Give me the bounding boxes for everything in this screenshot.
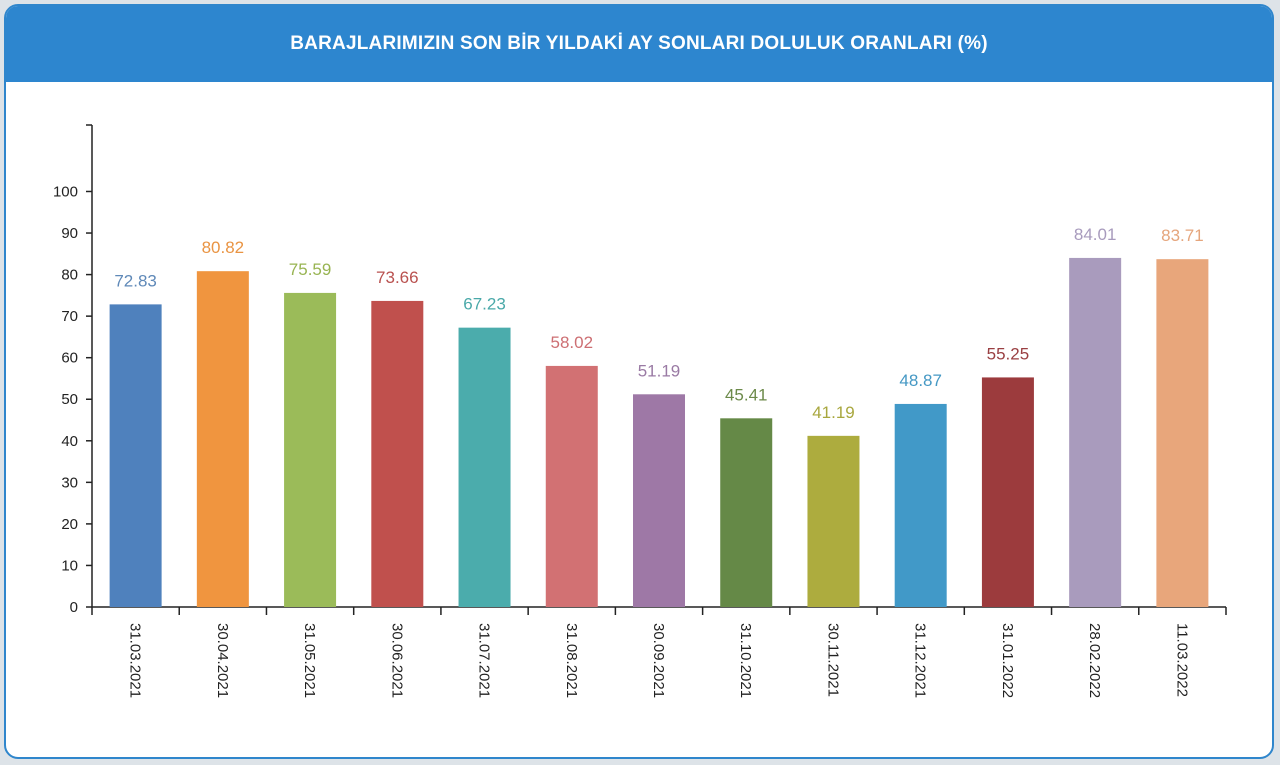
data-label: 58.02 [550, 333, 593, 352]
chart-title: BARAJLARIMIZIN SON BİR YILDAKİ AY SONLAR… [290, 33, 988, 54]
bar [720, 418, 773, 607]
bar [807, 435, 860, 607]
y-tick-label: 30 [61, 474, 78, 491]
y-tick-label: 60 [61, 350, 78, 367]
x-tick-label: 30.06.2021 [388, 623, 405, 698]
y-tick-label: 20 [61, 516, 78, 533]
y-tick-label: 80 [61, 267, 78, 284]
x-tick-label: 31.12.2021 [912, 623, 929, 698]
x-tick-label: 31.07.2021 [476, 623, 493, 698]
x-tick-label: 31.08.2021 [563, 623, 580, 698]
y-tick-label: 100 [53, 183, 78, 200]
data-label: 41.19 [812, 403, 855, 422]
data-label: 75.59 [289, 260, 332, 279]
data-label: 67.23 [463, 295, 506, 314]
x-tick-label: 31.10.2021 [737, 623, 754, 698]
bar [109, 304, 162, 607]
data-label: 51.19 [638, 361, 681, 380]
y-tick-label: 50 [61, 391, 78, 408]
bar [894, 403, 947, 607]
x-tick-label: 30.11.2021 [824, 623, 841, 697]
y-tick-label: 70 [61, 308, 78, 325]
data-label: 72.83 [114, 271, 157, 290]
bar [545, 365, 598, 607]
data-label: 55.25 [987, 344, 1030, 363]
card-header: BARAJLARIMIZIN SON BİR YILDAKİ AY SONLAR… [6, 6, 1272, 82]
y-tick-label: 90 [61, 225, 78, 242]
data-label: 80.82 [202, 238, 245, 257]
x-tick-label: 30.04.2021 [214, 623, 231, 698]
y-tick-label: 40 [61, 433, 78, 450]
bar [371, 300, 424, 607]
bar [196, 271, 249, 607]
x-tick-label: 11.03.2022 [1173, 623, 1190, 697]
y-tick-label: 10 [61, 557, 78, 574]
data-label: 84.01 [1074, 225, 1117, 244]
x-tick-label: 28.02.2022 [1086, 623, 1103, 698]
data-label: 83.71 [1161, 226, 1204, 245]
x-tick-label: 31.03.2021 [127, 623, 144, 698]
x-tick-label: 31.01.2022 [999, 623, 1016, 698]
bar [1069, 257, 1122, 607]
data-label: 48.87 [899, 371, 942, 390]
data-label: 73.66 [376, 268, 419, 287]
bar [284, 292, 337, 607]
y-tick-label: 0 [70, 599, 78, 616]
x-tick-label: 31.05.2021 [301, 623, 318, 698]
bar [1156, 259, 1209, 607]
x-tick-label: 30.09.2021 [650, 623, 667, 698]
data-label: 45.41 [725, 385, 768, 404]
bar [633, 394, 685, 607]
bar [981, 377, 1034, 607]
bar [458, 327, 511, 607]
